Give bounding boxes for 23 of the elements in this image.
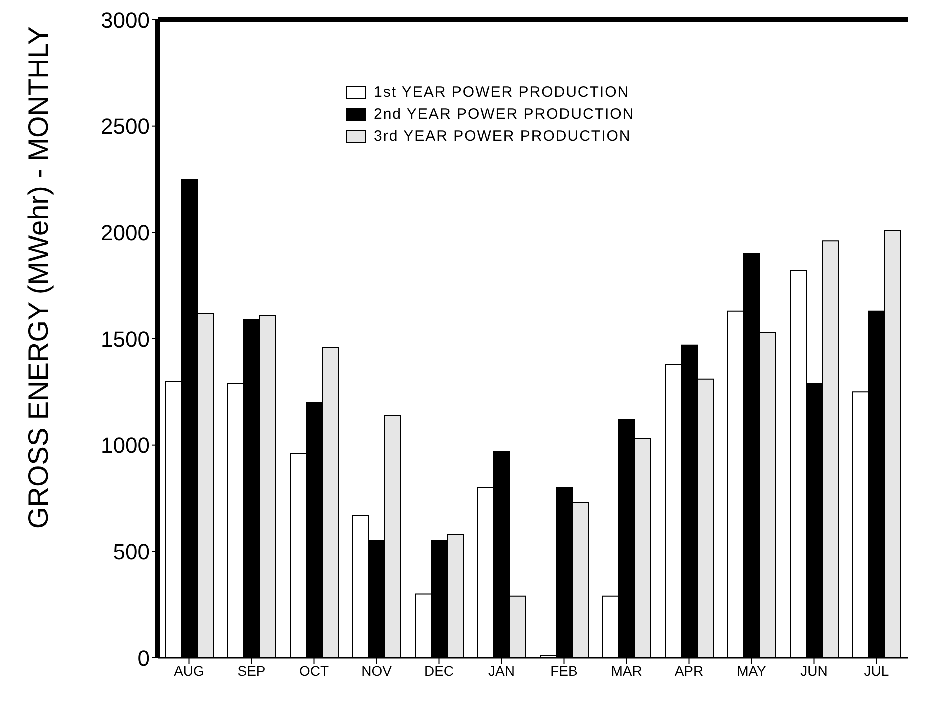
x-tick-label: FEB [550,662,578,679]
legend-label: 3rd YEAR POWER PRODUCTION [374,128,632,144]
x-tick-label: MAY [737,662,768,679]
x-tick-label: MAR [611,662,642,679]
x-tick-label: JUL [864,662,890,679]
y-tick-label: 3000 [101,8,150,33]
x-tick-label: OCT [299,662,330,679]
x-tick-label: APR [674,662,704,679]
y-tick-label: 1000 [101,433,150,458]
x-tick-label: DEC [424,662,454,679]
y-tick-label: 0 [138,646,150,671]
legend-label: 1st YEAR POWER PRODUCTION [374,84,630,100]
x-tick-label: JUN [800,662,828,679]
x-tick-label: AUG [174,662,204,679]
y-tick-label: 500 [113,539,150,564]
x-tick-label: JAN [488,662,515,679]
y-axis-title: GROSS ENERGY (MWehr) - MONTHLY [22,26,54,529]
legend-label: 2nd YEAR POWER PRODUCTION [374,106,635,122]
y-tick-label: 2000 [101,220,150,246]
x-tick-label: SEP [238,662,266,679]
x-tick-label: NOV [362,662,393,679]
y-tick-label: 1500 [101,326,150,352]
y-tick-label: 2500 [101,114,150,140]
